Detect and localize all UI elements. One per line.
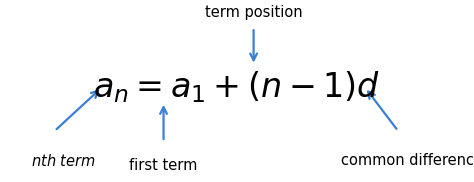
Text: $a_n = a_1 + (n-1)d$: $a_n = a_1 + (n-1)d$ <box>93 70 381 105</box>
Text: term position: term position <box>205 5 302 20</box>
Text: $\mathit{n}$th term: $\mathit{n}$th term <box>31 153 96 169</box>
Text: first term: first term <box>129 158 198 173</box>
Text: common difference: common difference <box>341 153 474 168</box>
